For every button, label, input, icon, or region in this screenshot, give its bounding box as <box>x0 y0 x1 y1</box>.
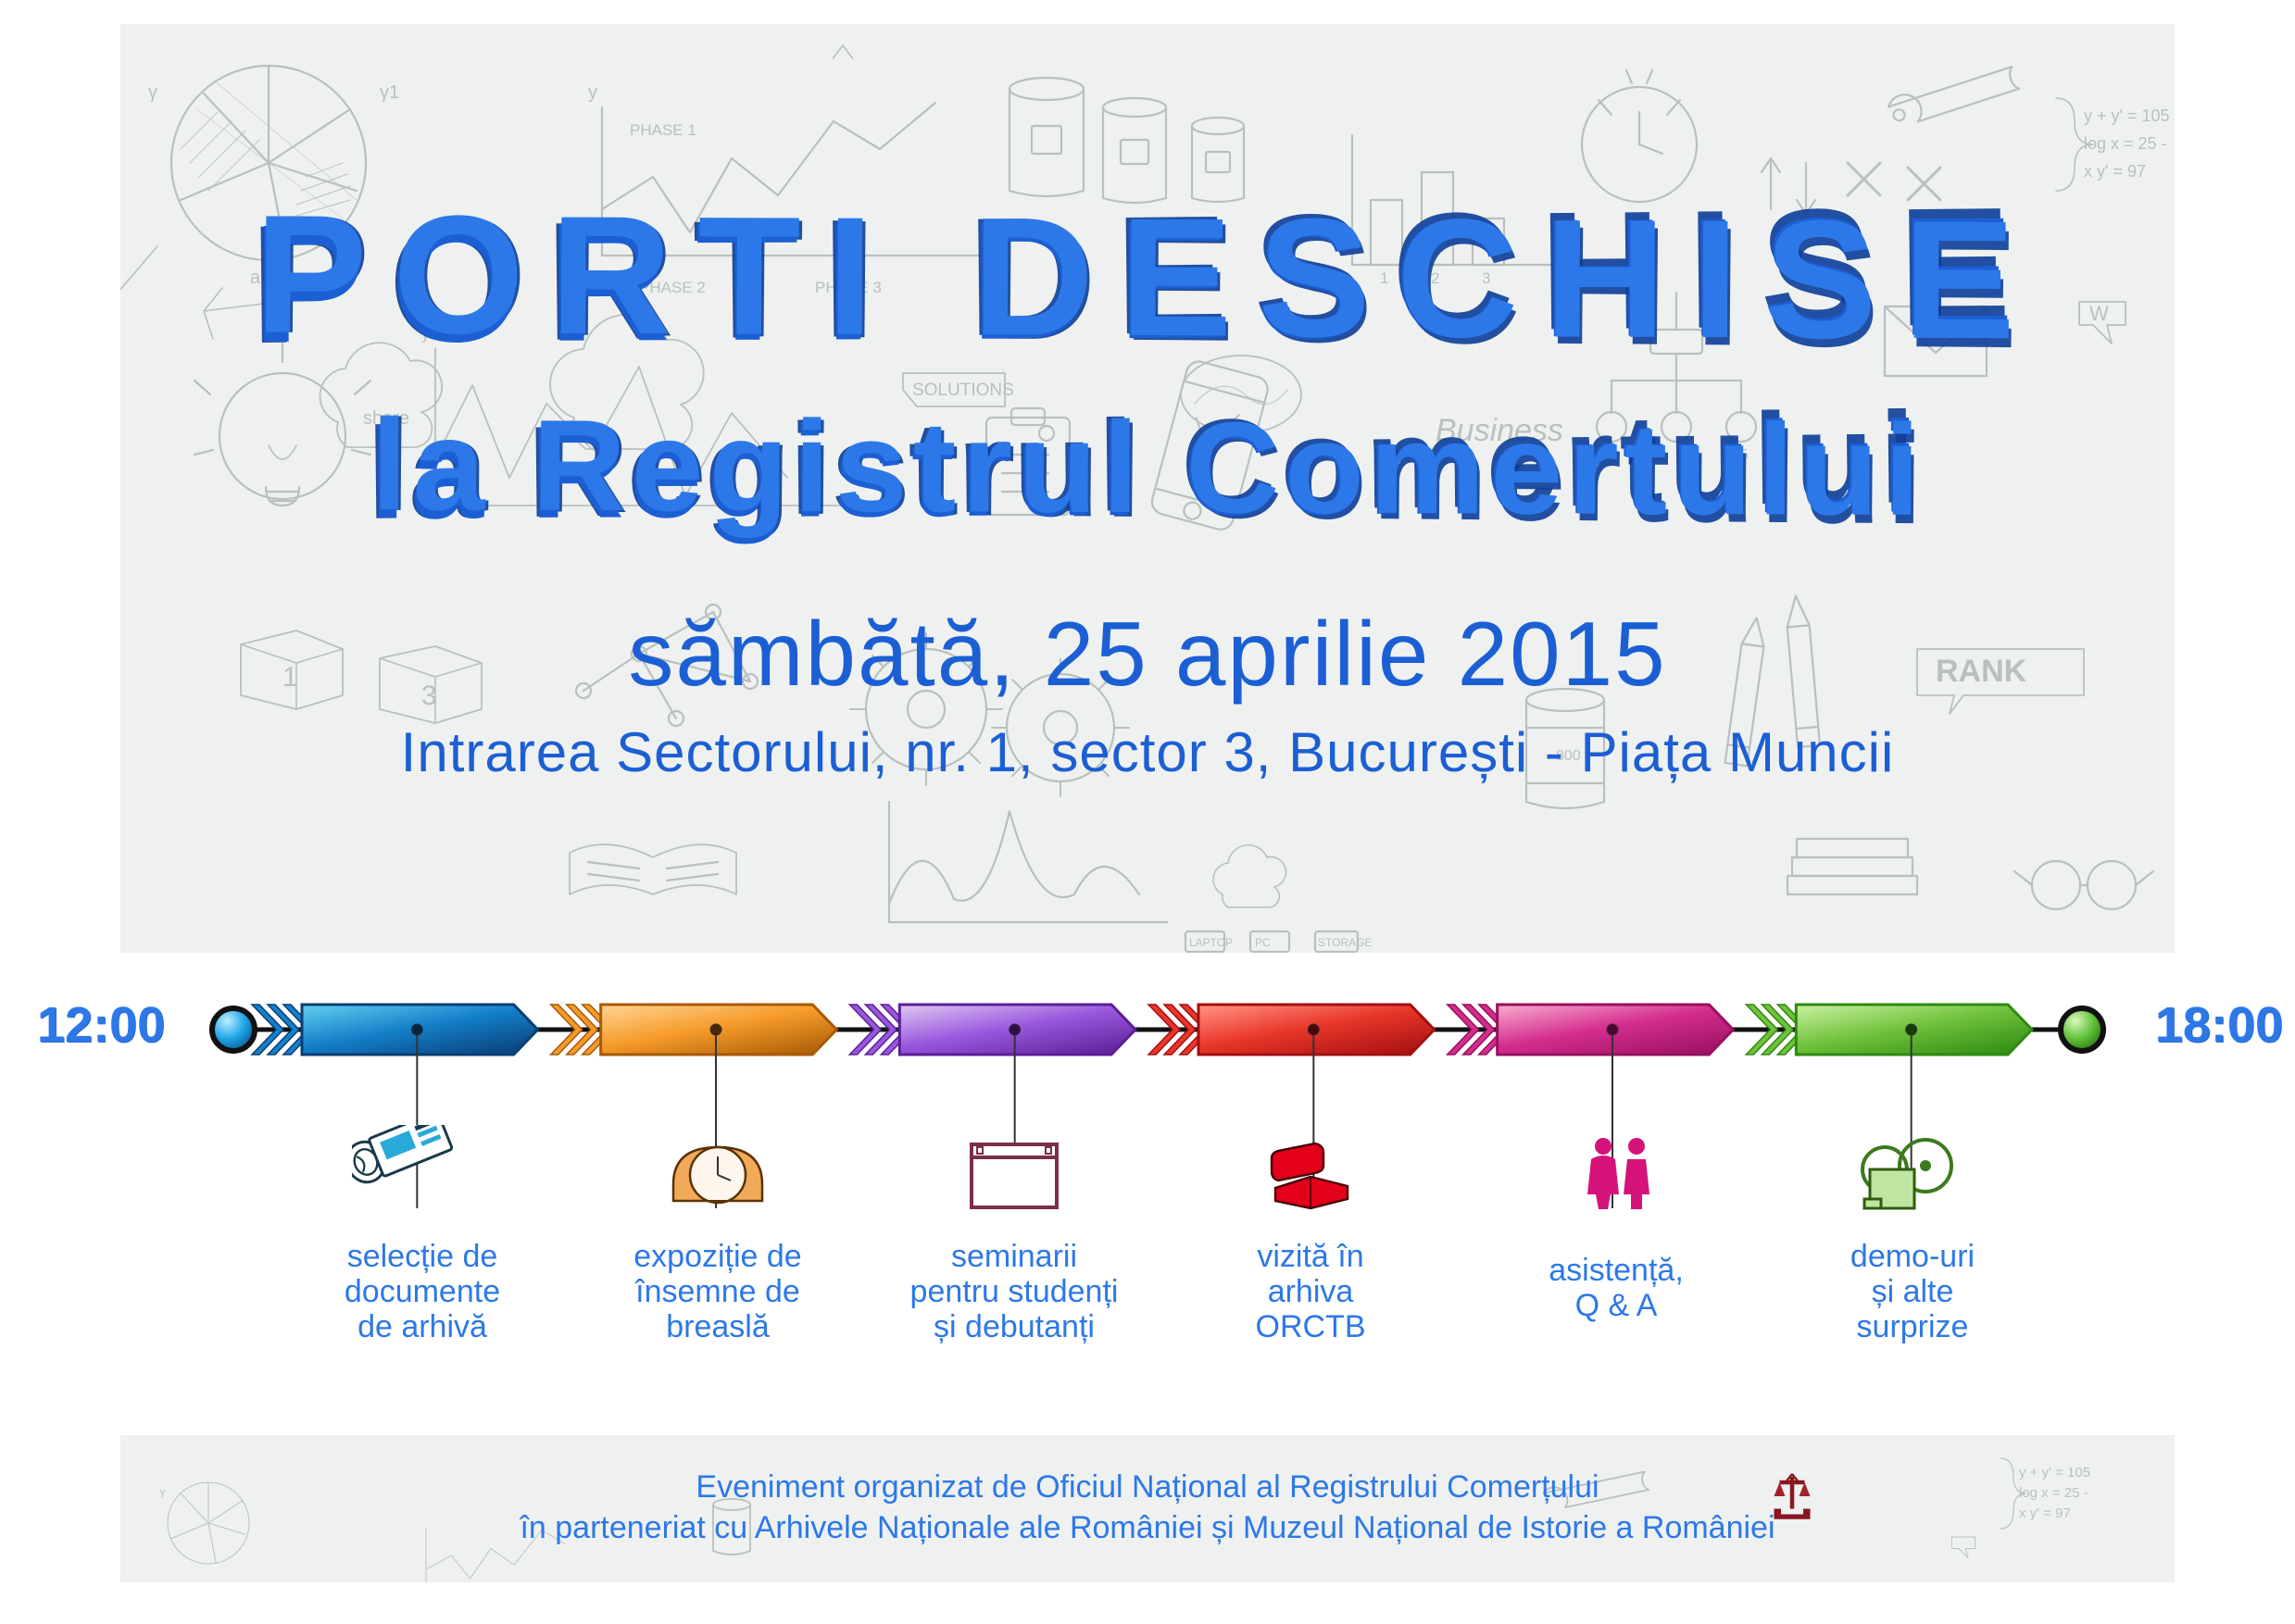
svg-text:PC: PC <box>1255 936 1271 949</box>
svg-text:STORAGE: STORAGE <box>1318 936 1372 949</box>
svg-text:γ: γ <box>148 82 157 103</box>
svg-text:PHASE 1: PHASE 1 <box>630 121 696 139</box>
svg-text:log x = 25 -: log x = 25 - <box>2084 134 2167 153</box>
svg-text:y: y <box>588 82 597 103</box>
svg-text:LAPTOP: LAPTOP <box>1189 936 1233 949</box>
svg-text:y + y' = 105: y + y' = 105 <box>2084 106 2170 125</box>
svg-text:x y' = 97: x y' = 97 <box>2084 162 2146 181</box>
svg-text:γ1: γ1 <box>380 82 399 103</box>
